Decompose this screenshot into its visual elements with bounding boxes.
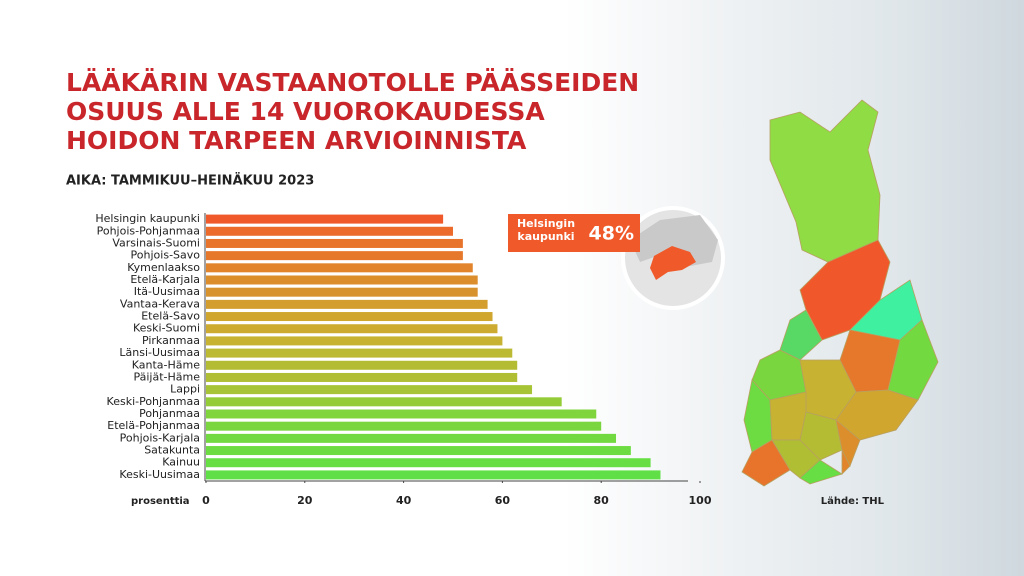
inset-land — [630, 215, 718, 266]
category-label: Keski-Suomi — [133, 322, 200, 335]
x-tick-label: 20 — [297, 494, 313, 507]
callout-name: Helsingin kaupunki — [517, 217, 575, 243]
bar — [206, 409, 597, 419]
category-label: Helsingin kaupunki — [95, 212, 200, 225]
bar — [206, 226, 453, 236]
bar — [206, 458, 651, 468]
bar — [206, 446, 631, 456]
callout: Helsingin kaupunki 48% — [508, 214, 640, 252]
bar — [206, 397, 562, 407]
category-label: Etelä-Savo — [141, 310, 200, 323]
category-label: Päijät-Häme — [133, 370, 200, 383]
x-tick-label: 80 — [594, 494, 610, 507]
bar — [206, 470, 661, 480]
x-tick-label: 100 — [689, 494, 712, 507]
bar — [206, 421, 602, 431]
bar — [206, 433, 617, 443]
subtitle: AIKA: TAMMIKUU–HEINÄKUU 2023 — [66, 173, 314, 189]
category-label: Lappi — [170, 383, 200, 396]
bar — [206, 385, 533, 395]
category-label: Pohjois-Karjala — [120, 431, 200, 444]
category-label: Satakunta — [144, 444, 200, 457]
bar — [206, 251, 463, 261]
bar — [206, 360, 518, 370]
finland-map — [741, 99, 939, 487]
inset — [621, 206, 725, 310]
bar — [206, 275, 478, 285]
chart-title: OSUUS ALLE 14 VUOROKAUDESSA — [66, 97, 545, 126]
category-label: Etelä-Karjala — [130, 273, 200, 286]
chart-title: HOIDON TARPEEN ARVIOINNISTA — [66, 126, 527, 155]
bar — [206, 287, 478, 297]
callout-name-line: kaupunki — [517, 230, 574, 243]
category-label: Pohjois-Savo — [131, 249, 201, 262]
callout-box — [508, 214, 640, 252]
inset-helsinki — [650, 246, 696, 280]
category-label: Länsi-Uusimaa — [119, 346, 200, 359]
bar — [206, 324, 498, 334]
bar — [206, 312, 493, 322]
category-label: Kymenlaakso — [127, 261, 200, 274]
bar — [206, 263, 473, 273]
x-axis-label: prosenttia — [131, 496, 190, 507]
category-label: Keski-Uusimaa — [119, 468, 200, 481]
source: Lähde: THL — [821, 496, 885, 507]
category-label: Itä-Uusimaa — [134, 285, 200, 298]
bar — [206, 238, 463, 248]
callout-value: 48% — [589, 223, 634, 245]
x-tick-label: 60 — [495, 494, 511, 507]
bar — [206, 372, 518, 382]
bar — [206, 214, 444, 224]
category-label: Keski-Pohjanmaa — [107, 395, 200, 408]
category-label: Pohjois-Pohjanmaa — [97, 224, 200, 237]
category-label: Pohjanmaa — [139, 407, 200, 420]
x-tick-label: 0 — [202, 494, 210, 507]
bar — [206, 336, 503, 346]
category-label: Varsinais-Suomi — [112, 236, 200, 249]
category-label: Vantaa-Kerava — [120, 297, 200, 310]
category-label: Pirkanmaa — [142, 334, 200, 347]
bar — [206, 299, 488, 309]
x-tick-label: 40 — [396, 494, 412, 507]
chart-title: LÄÄKÄRIN VASTAANOTOLLE PÄÄSSEIDEN — [66, 67, 639, 97]
callout-name-line: Helsingin — [517, 217, 575, 230]
bar — [206, 348, 513, 358]
category-label: Etelä-Pohjanmaa — [107, 419, 200, 432]
category-label: Kanta-Häme — [132, 358, 200, 371]
category-label: Kainuu — [162, 456, 200, 469]
